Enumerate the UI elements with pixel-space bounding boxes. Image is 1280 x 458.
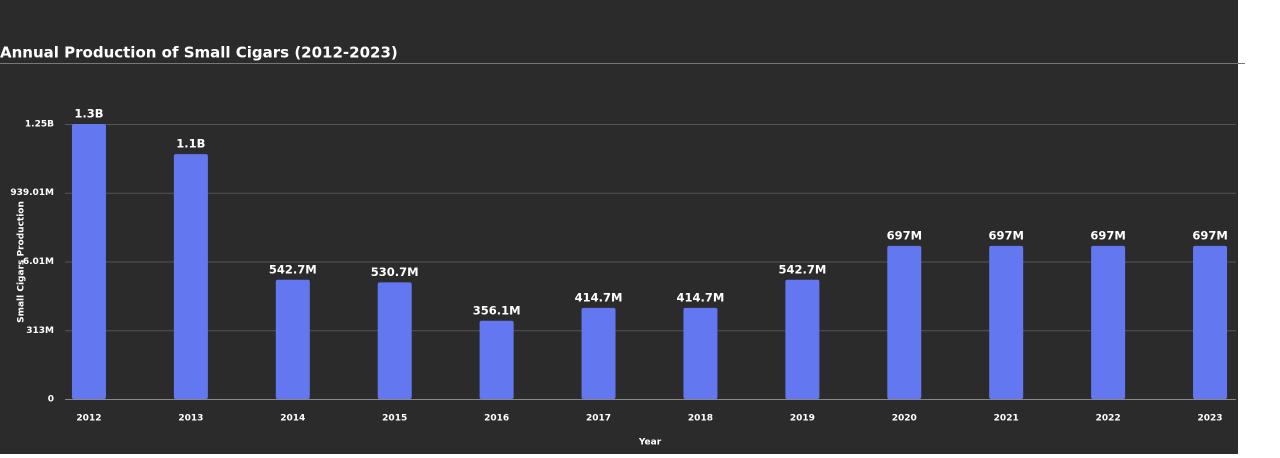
x-tick-label: 2016 [484,414,509,424]
bar [785,279,820,399]
y-tick-label: 939.01M [10,188,54,198]
bar [683,307,718,399]
x-tick-label: 2018 [688,414,713,424]
value-label: 530.7M [371,265,419,279]
y-tick-label: 0 [48,395,54,405]
value-label: 1.1B [176,137,205,151]
x-tick-label: 2020 [892,414,917,424]
x-tick-label: 2017 [586,414,611,424]
value-label: 542.7M [778,262,826,276]
x-tick-label: 2012 [76,414,101,424]
chart-title: Annual Production of Small Cigars (2012-… [0,44,398,62]
x-tick-label: 2021 [994,414,1019,424]
value-label: 697M [887,228,922,242]
bar [377,282,412,399]
y-tick-label: 313M [26,326,54,336]
bar [1091,245,1126,399]
bar [173,154,208,399]
x-tick-label: 2013 [178,414,203,424]
value-label: 697M [1192,228,1227,242]
x-axis-title: Year [638,438,662,448]
value-label: 356.1M [473,303,521,317]
value-label: 414.7M [575,290,623,304]
x-tick-label: 2014 [280,414,305,424]
bar [1193,245,1228,399]
bar [71,124,106,399]
x-tick-label: 2019 [790,414,815,424]
y-tick-label: 1.25B [25,120,54,130]
bar [887,245,922,399]
value-label: 1.3B [74,107,103,121]
value-label: 542.7M [269,262,317,276]
bar [581,307,616,399]
x-tick-label: 2022 [1096,414,1121,424]
value-label: 414.7M [677,290,725,304]
bar [275,279,310,399]
x-tick-label: 2015 [382,414,407,424]
value-label: 697M [988,228,1023,242]
y-tick-label: 6.01M [23,257,54,267]
y-axis-title: Small Cigars Production [17,201,27,323]
value-label: 697M [1090,228,1125,242]
bar [479,320,514,399]
x-tick-label: 2023 [1198,414,1223,424]
bar [989,245,1024,399]
